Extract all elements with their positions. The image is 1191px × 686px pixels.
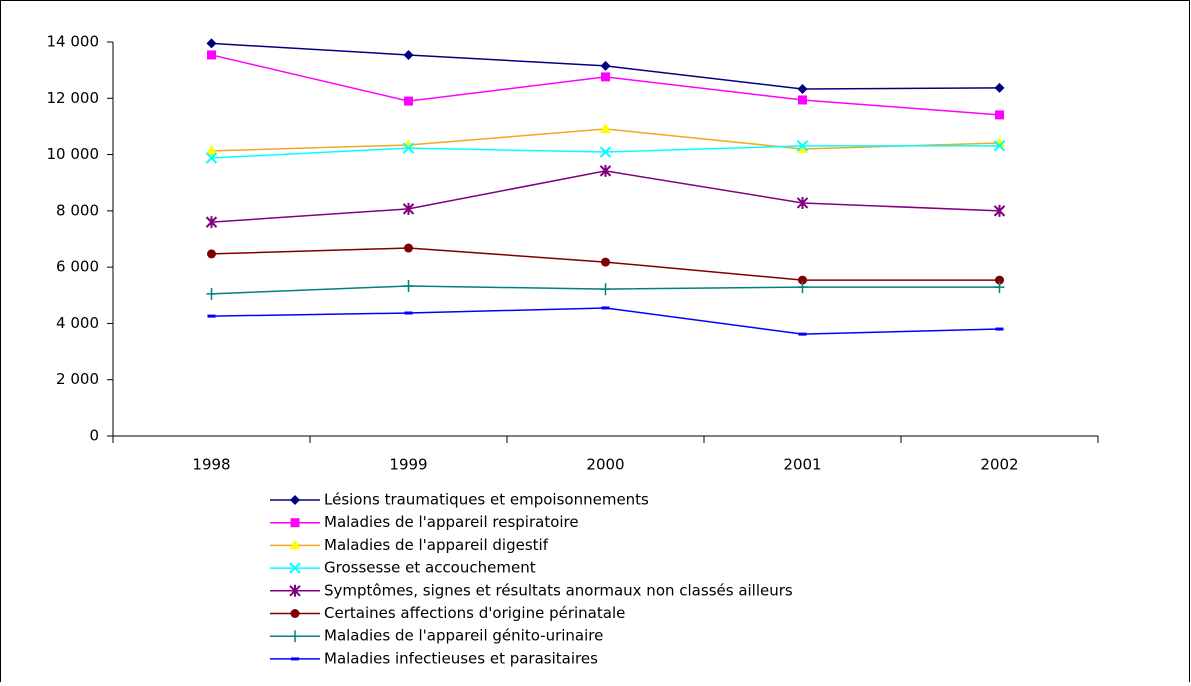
data-point: [600, 283, 611, 296]
x-tick-label: 2000: [586, 456, 624, 474]
data-point: [205, 152, 218, 164]
y-tick-label: 0: [89, 427, 99, 445]
data-point: [402, 202, 415, 215]
data-point: [995, 110, 1004, 120]
y-tick-label: 4 000: [56, 314, 99, 332]
legend-label: Lésions traumatiques et empoisonnements: [324, 491, 649, 509]
data-point: [600, 122, 611, 133]
x-tick-label: 2001: [783, 456, 821, 474]
y-tick-label: 8 000: [56, 201, 99, 219]
legend-marker: [290, 609, 300, 618]
data-point: [206, 144, 217, 155]
data-point: [207, 314, 216, 318]
y-tick-label: 6 000: [56, 258, 99, 276]
data-point: [994, 137, 1005, 148]
data-point: [796, 140, 809, 152]
data-point: [404, 243, 413, 253]
legend-label: Grossesse et accouchement: [324, 559, 536, 577]
legend-label: Maladies infectieuses et parasitaires: [324, 649, 598, 667]
x-tick-label: 2002: [980, 456, 1018, 474]
legend-marker: [289, 539, 301, 550]
data-point: [599, 164, 612, 177]
data-point: [601, 306, 610, 310]
data-point: [207, 249, 216, 259]
data-point: [796, 196, 809, 209]
legend-marker: [290, 518, 300, 528]
legend-label: Certaines affections d'origine périnatal…: [324, 604, 625, 622]
legend-marker: [289, 584, 301, 597]
y-tick-label: 14 000: [47, 33, 100, 51]
legend-label: Maladies de l'appareil respiratoire: [324, 513, 579, 531]
x-tick-label: 1999: [389, 456, 427, 474]
data-point: [601, 257, 610, 267]
data-point: [207, 50, 216, 60]
data-point: [994, 281, 1005, 294]
legend-marker: [291, 657, 299, 661]
legend-label: Symptômes, signes et résultats anormaux …: [324, 581, 793, 599]
data-point: [206, 287, 217, 300]
legend-label: Maladies de l'appareil digestif: [324, 536, 549, 554]
legend-marker: [289, 562, 301, 574]
data-point: [402, 142, 415, 154]
data-point: [993, 140, 1006, 152]
data-point: [798, 275, 807, 285]
legend-marker: [290, 630, 300, 643]
data-point: [995, 327, 1004, 331]
data-point: [599, 146, 612, 158]
y-tick-label: 2 000: [56, 370, 99, 388]
data-point: [404, 311, 413, 315]
data-point: [403, 279, 414, 292]
data-point: [797, 281, 808, 294]
x-tick-label: 1998: [192, 456, 230, 474]
data-point: [206, 38, 217, 49]
data-point: [403, 49, 414, 60]
data-point: [798, 332, 807, 336]
data-point: [993, 204, 1006, 217]
data-point: [205, 216, 218, 229]
data-point: [600, 60, 611, 71]
data-point: [797, 142, 808, 153]
legend-marker: [290, 495, 300, 505]
data-point: [994, 82, 1005, 93]
data-point: [797, 83, 808, 94]
data-point: [798, 95, 807, 105]
data-point: [995, 275, 1004, 285]
data-point: [404, 96, 413, 106]
y-tick-label: 12 000: [47, 89, 100, 107]
data-point: [601, 72, 610, 82]
y-tick-label: 10 000: [47, 145, 100, 163]
legend-label: Maladies de l'appareil génito-urinaire: [324, 627, 603, 645]
